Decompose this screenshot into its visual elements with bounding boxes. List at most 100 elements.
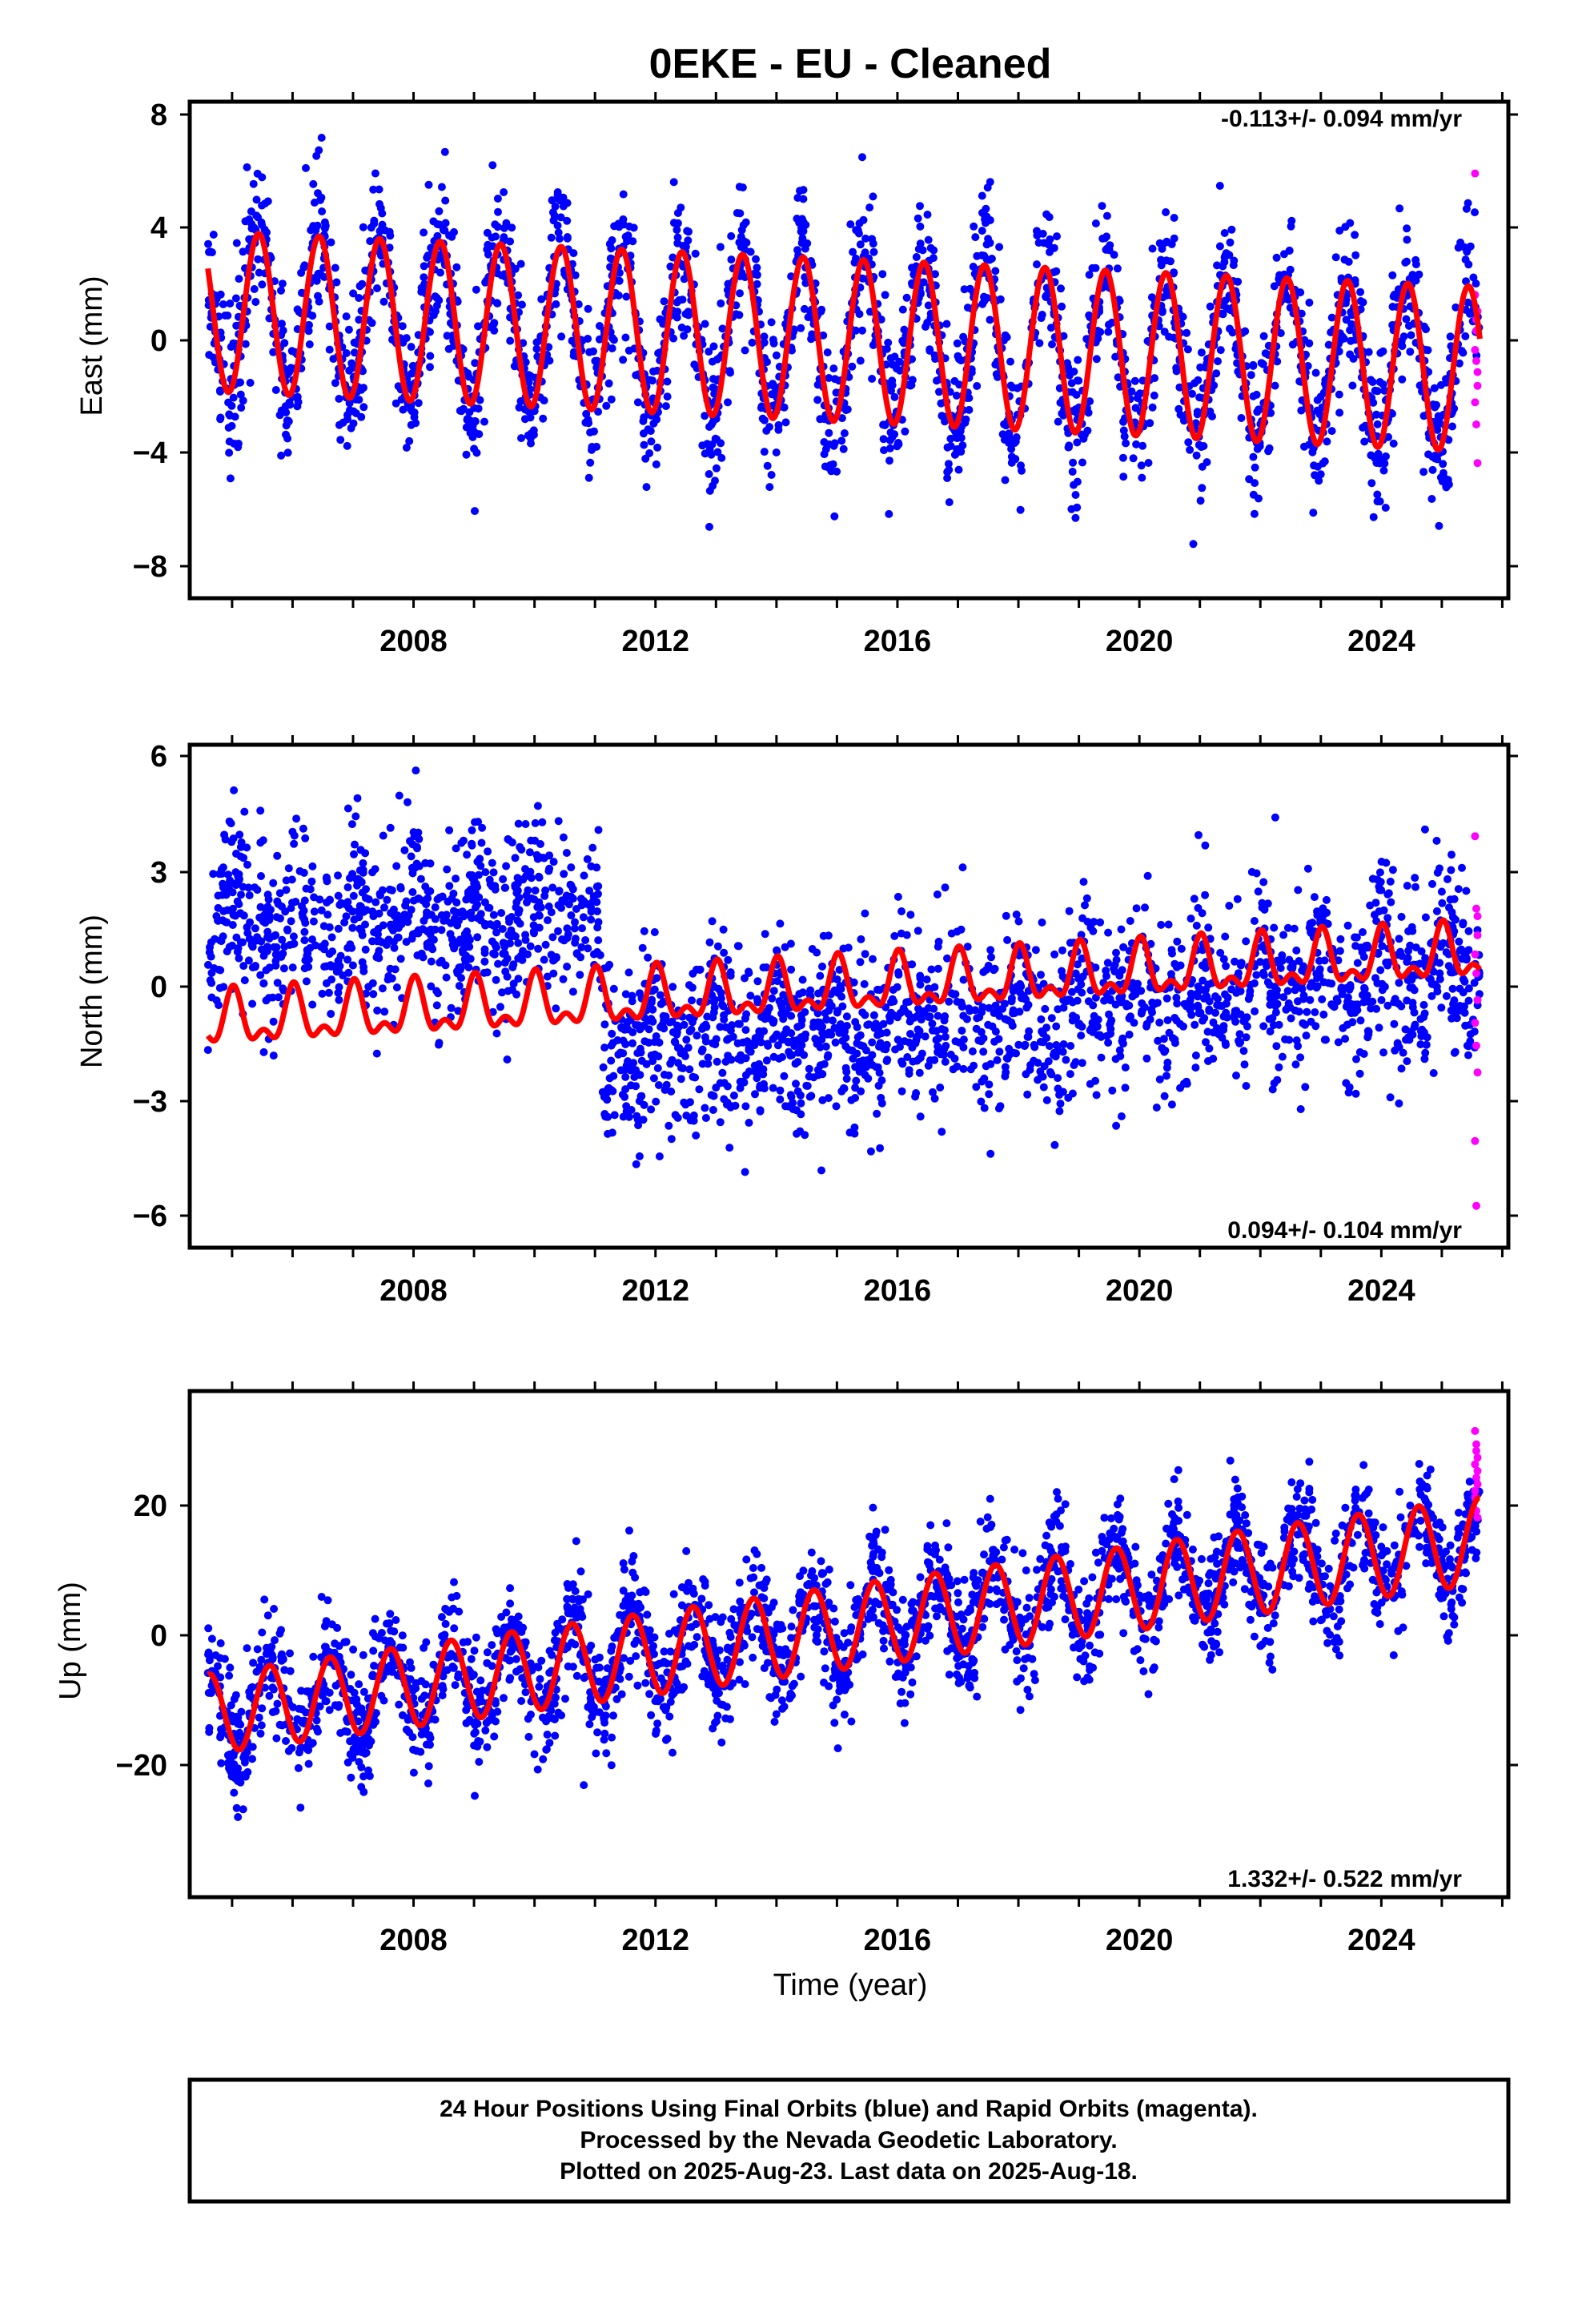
data-point: [368, 937, 376, 946]
data-point: [286, 400, 295, 409]
data-point: [314, 189, 322, 198]
data-point: [1395, 979, 1403, 987]
data-point: [666, 262, 675, 271]
data-point: [833, 467, 841, 476]
data-point: [848, 362, 857, 371]
data-point: [1082, 335, 1091, 344]
data-point: [755, 1027, 764, 1035]
data-point: [713, 942, 722, 951]
data-point: [650, 928, 659, 936]
data-point: [1279, 993, 1288, 1002]
data-point: [1138, 473, 1146, 482]
data-point: [677, 1075, 685, 1084]
data-point: [537, 295, 546, 304]
data-point: [1038, 918, 1046, 927]
data-point: [1044, 1057, 1053, 1066]
data-point: [652, 460, 661, 468]
data-point: [632, 1160, 640, 1168]
data-point: [284, 864, 293, 873]
data-point: [1054, 417, 1062, 426]
data-point: [958, 863, 967, 872]
data-point: [1017, 461, 1025, 470]
data-point: [769, 1035, 777, 1043]
data-point: [1085, 271, 1094, 279]
data-point: [1086, 1080, 1094, 1088]
data-point: [1031, 946, 1040, 955]
data-point: [825, 374, 833, 382]
data-point: [1007, 452, 1016, 461]
data-point: [1001, 1072, 1010, 1080]
data-point: [1166, 257, 1174, 266]
data-point: [1415, 959, 1424, 968]
data-point: [407, 906, 416, 914]
data-point: [957, 448, 966, 456]
data-point: [901, 427, 909, 436]
data-point: [824, 931, 833, 940]
data-point: [329, 355, 338, 364]
data-point: [1038, 229, 1047, 238]
data-point: [959, 975, 968, 984]
data-point: [705, 348, 713, 356]
data-point: [1312, 983, 1321, 992]
data-point: [1177, 944, 1186, 953]
data-point: [1087, 1024, 1096, 1033]
data-point: [594, 408, 603, 416]
data-point: [282, 408, 291, 416]
data-point: [402, 444, 411, 452]
data-point: [983, 294, 992, 303]
data-point: [567, 863, 576, 872]
data-point: [603, 963, 612, 972]
data-point: [915, 1068, 924, 1077]
data-point: [580, 871, 588, 880]
data-point: [521, 865, 529, 874]
data-point: [707, 1091, 716, 1100]
data-point: [825, 1006, 833, 1015]
data-point: [1344, 257, 1353, 266]
data-point: [496, 1003, 504, 1011]
data-point: [745, 1067, 753, 1076]
data-point: [1237, 959, 1246, 967]
data-point: [453, 921, 462, 930]
data-point: [792, 1080, 800, 1088]
data-point: [1395, 935, 1403, 943]
data-point: [274, 993, 283, 1002]
data-point: [768, 994, 777, 1003]
data-point: [1407, 331, 1415, 340]
data-point: [431, 903, 440, 911]
data-point: [940, 1026, 949, 1035]
data-point: [929, 1088, 937, 1096]
data-point: [349, 891, 358, 900]
data-point: [456, 406, 464, 415]
data-point: [488, 161, 497, 170]
data-point: [1150, 391, 1158, 400]
data-point: [640, 1100, 648, 1109]
data-point: [978, 191, 986, 200]
east-ylabel: East (mm): [75, 275, 109, 416]
data-point: [523, 898, 531, 907]
data-point: [396, 955, 405, 963]
data-point: [562, 849, 571, 857]
data-point: [215, 386, 224, 395]
data-point: [420, 262, 428, 271]
data-point: [736, 1084, 745, 1092]
data-point: [279, 986, 288, 995]
data-point: [1448, 984, 1457, 993]
data-point: [405, 436, 414, 445]
data-point: [829, 460, 837, 468]
data-point: [832, 1102, 841, 1111]
data-point: [825, 998, 833, 1007]
data-point: [1068, 998, 1077, 1007]
data-point: [607, 395, 616, 404]
data-point: [788, 1051, 797, 1059]
data-point: [224, 424, 233, 432]
data-point: [316, 195, 324, 204]
data-point: [1432, 400, 1440, 409]
data-point: [1363, 941, 1371, 950]
data-point: [1407, 975, 1416, 984]
data-point: [508, 913, 516, 921]
data-point: [1315, 971, 1324, 980]
data-point: [614, 1050, 623, 1059]
data-point: [624, 346, 633, 355]
data-point: [1297, 309, 1306, 318]
data-point: [325, 322, 334, 331]
